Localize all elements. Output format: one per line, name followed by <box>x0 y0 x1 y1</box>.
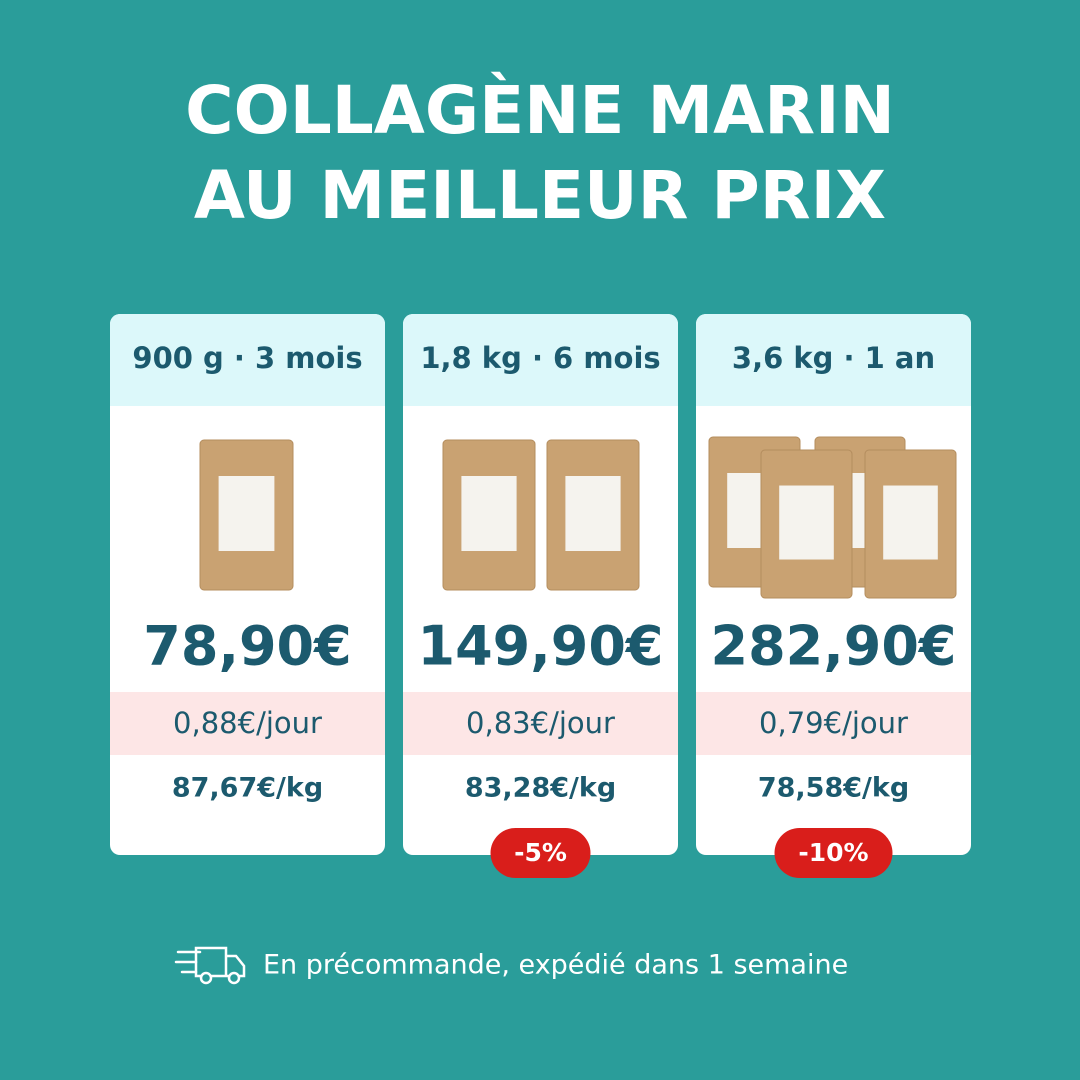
card-header-bg <box>696 314 971 406</box>
truck-icon <box>174 946 246 985</box>
title-line: AU MEILLEUR PRIX <box>194 157 886 234</box>
discount-badge <box>774 828 893 878</box>
card-header-bg <box>110 314 385 406</box>
bag-label <box>461 476 517 551</box>
per-day: 0,79€/jour <box>759 706 908 740</box>
per-day-bg <box>403 692 678 755</box>
discount-badge <box>490 828 591 878</box>
price: 78,90€ <box>143 615 351 678</box>
per-day: 0,88€/jour <box>173 706 322 740</box>
card-header: 3,6 kg · 1 an <box>732 341 935 375</box>
card-header-bg <box>403 314 678 406</box>
card-header: 1,8 kg · 6 mois <box>420 341 660 375</box>
per-kg: 87,67€/kg <box>172 773 323 804</box>
per-kg: 78,58€/kg <box>758 773 909 804</box>
discount-text: -10% <box>798 838 868 867</box>
per-day: 0,83€/jour <box>466 706 615 740</box>
title-line: COLLAGÈNE MARIN <box>185 71 895 149</box>
card-header: 900 g · 3 mois <box>132 341 362 375</box>
bag-label <box>883 485 938 560</box>
price: 282,90€ <box>711 615 957 678</box>
per-day-bg <box>696 692 971 755</box>
discount-text: -5% <box>514 838 567 867</box>
bag-label <box>779 485 834 560</box>
price: 149,90€ <box>418 615 664 678</box>
per-day-bg <box>110 692 385 755</box>
footer-text: En précommande, expédié dans 1 semaine <box>263 950 848 981</box>
per-kg: 83,28€/kg <box>465 773 616 804</box>
bag-label <box>565 476 621 551</box>
bag-label <box>218 476 275 551</box>
